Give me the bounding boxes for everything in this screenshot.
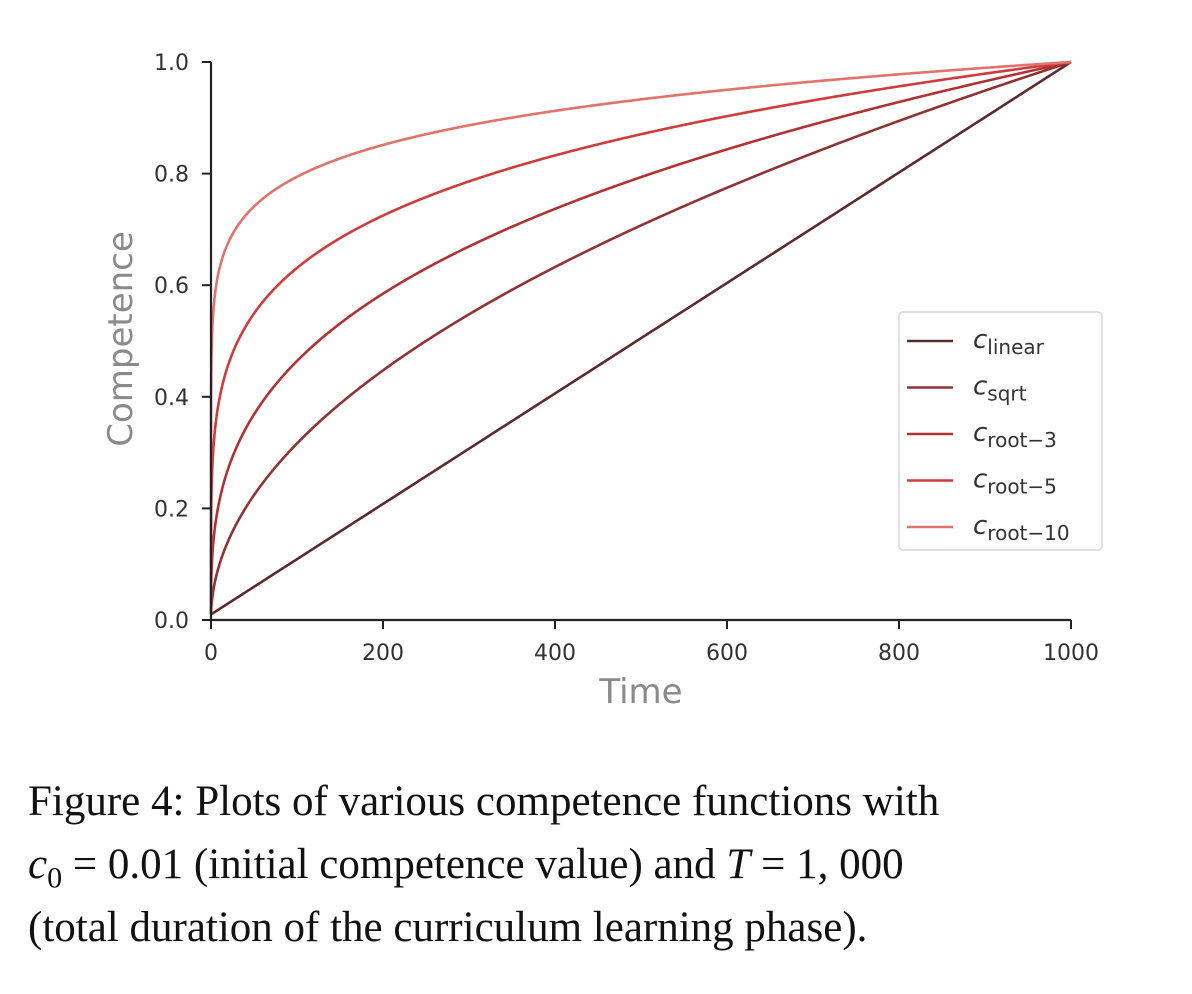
y-tick-label: 0.0 [154, 609, 189, 634]
figure-caption: Figure 4: Plots of various competence fu… [28, 770, 1178, 959]
series-line-root-10 [209, 60, 1072, 615]
x-tick-label: 0 [204, 641, 218, 666]
y-tick-label: 0.2 [154, 497, 189, 522]
series-line-linear [209, 60, 1072, 616]
legend-frame [898, 311, 1103, 551]
caption-T-value: = 1, 000 [761, 841, 904, 888]
legend-label: clinear [973, 325, 1045, 359]
x-tick-label: 800 [878, 641, 920, 666]
caption-c0-value: = 0.01 [72, 841, 184, 888]
x-tick-label: 600 [706, 641, 748, 666]
y-tick-label: 0.4 [154, 386, 189, 411]
legend-label: csqrt [973, 372, 1027, 406]
legend-label: croot−10 [973, 511, 1070, 545]
series-line-root-3 [209, 60, 1072, 615]
y-axis-title: Competence [101, 231, 141, 447]
caption-c0: c0 [28, 841, 62, 893]
x-tick-label: 200 [362, 641, 404, 666]
c0-symbol: c [28, 841, 48, 888]
caption-line-3: (total duration of the curriculum learni… [28, 904, 868, 951]
caption-text-2: (initial competence value) and [193, 841, 716, 888]
caption-label: Figure 4: [28, 778, 185, 825]
series-layer [209, 60, 1072, 616]
legend: clinear csqrt croot−3 croot−5 croot−10 [898, 311, 1103, 551]
caption-line-1: Figure 4: Plots of various competence fu… [28, 770, 1178, 833]
series-line-root-5 [209, 60, 1072, 615]
competence-chart: 0 200 400 600 800 1000 0.0 0.2 0.4 0.6 0.8 1.0 Time… [101, 51, 1103, 712]
ticks-layer: 0 200 400 600 800 1000 0.0 0.2 0.4 0.6 0.8 1.0 [154, 51, 1099, 666]
caption-text-1: Plots of various competence functions wi… [195, 778, 940, 825]
series-line-sqrt [209, 60, 1072, 616]
legend-label: croot−5 [973, 465, 1057, 499]
x-tick-label: 400 [534, 641, 576, 666]
y-tick-label: 0.6 [154, 274, 189, 299]
c0-subscript: 0 [47, 860, 63, 895]
x-tick-label: 1000 [1043, 641, 1099, 666]
caption-T: T [726, 841, 751, 888]
y-tick-label: 1.0 [154, 51, 189, 76]
legend-label: croot−3 [973, 418, 1057, 452]
x-axis-title: Time [598, 672, 682, 712]
axes-layer [209, 62, 1071, 622]
caption-line-2: c0 = 0.01 (initial competence value) and… [28, 833, 1178, 896]
y-tick-label: 0.8 [154, 163, 189, 188]
